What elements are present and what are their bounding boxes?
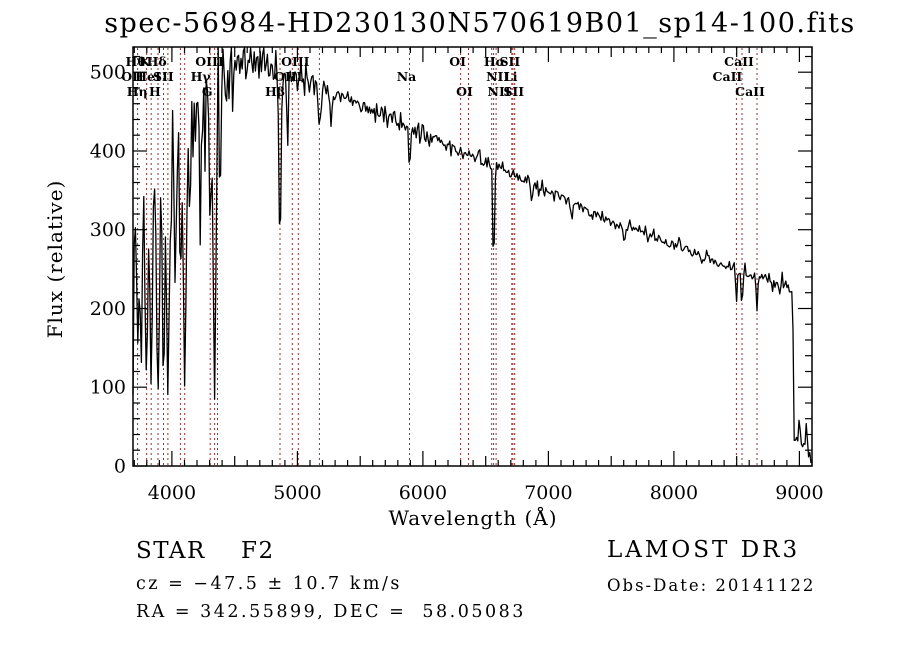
line-label: OI [449, 54, 466, 69]
x-axis-label: Wavelength (Å) [388, 505, 557, 530]
x-tick-label: 8000 [650, 482, 698, 504]
y-tick-label: 0 [114, 456, 126, 478]
object-class-text: STAR F2 [136, 538, 275, 564]
axis-ticks [133, 47, 813, 467]
spectral-line-markers [137, 48, 758, 465]
plot-frame [132, 46, 813, 467]
radec-text: RA = 342.55899, DEC = 58.05083 [136, 602, 526, 622]
line-label: OIII [195, 54, 224, 69]
line-label: NII [486, 69, 509, 84]
spectral-line-labels: OIIHθHηHeIKHSIIHδGHγOIIIHβOIIIOIIINaOIOI… [121, 54, 765, 99]
line-label: Hβ [265, 84, 285, 99]
line-label: K [139, 54, 151, 69]
line-label: Hθ [126, 54, 146, 69]
y-axis-label: Flux (relative) [43, 180, 67, 339]
x-tick-label: 6000 [399, 482, 447, 504]
spectrum-trace [132, 47, 812, 464]
line-label: Hδ [147, 54, 167, 69]
x-tick-label: 4000 [148, 482, 196, 504]
line-label: Hγ [191, 69, 212, 84]
line-label: CaII [735, 84, 765, 99]
survey-text: LAMOST DR3 [607, 537, 801, 563]
line-label: NII [488, 84, 511, 99]
y-tick-label: 300 [90, 219, 126, 241]
line-label: Hα [484, 54, 506, 69]
line-label: SII [503, 84, 524, 99]
obsdate-text: Obs-Date: 20141122 [607, 576, 816, 595]
line-label: SII [500, 54, 521, 69]
axes-frame [132, 46, 813, 467]
plot-title: spec-56984-HD230130N570619B01_sp14-100.f… [104, 8, 856, 39]
line-label: SII [153, 69, 174, 84]
line-label: OI [456, 84, 473, 99]
line-label: Hη [127, 84, 148, 99]
x-tick-label: 9000 [775, 482, 823, 504]
spectrum-plot: OIIHθHηHeIKHSIIHδGHγOIIIHβOIIIOIIINaOIOI… [43, 46, 824, 530]
x-tick-label: 5000 [273, 482, 321, 504]
x-tick-labels: 4000 5000 6000 7000 8000 9000 [148, 482, 824, 504]
cz-text: cz = −47.5 ± 10.7 km/s [136, 574, 402, 594]
y-tick-label: 500 [90, 62, 126, 84]
line-label: OIII [281, 54, 310, 69]
line-label: H [149, 84, 161, 99]
y-tick-label: 100 [90, 377, 126, 399]
line-label: Na [397, 69, 417, 84]
line-label: CaII [713, 69, 743, 84]
y-tick-labels: 0 100 200 300 400 500 [90, 62, 126, 478]
line-label: Li [504, 69, 518, 84]
y-tick-label: 200 [90, 298, 126, 320]
line-label: CaII [724, 54, 754, 69]
y-tick-label: 400 [90, 141, 126, 163]
x-tick-label: 7000 [524, 482, 572, 504]
